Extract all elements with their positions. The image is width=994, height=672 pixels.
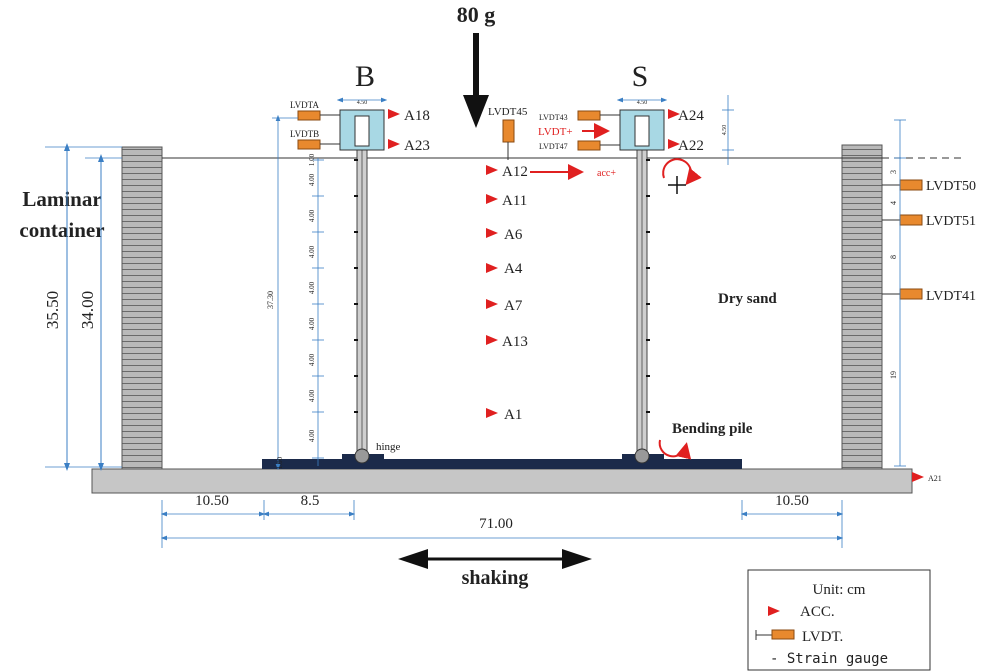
shaking-arrow (398, 549, 592, 569)
lvdt-43-sensor (577, 110, 620, 121)
lvdt-45-sensor (502, 119, 515, 143)
lvdt-50-sensor (882, 179, 923, 191)
legend-box: Unit: cm ACC. LVDT. - Strain gauge (747, 569, 931, 671)
laminar-wall-right (841, 144, 883, 470)
legend-strain-label: - Strain gauge (770, 651, 888, 667)
right-dim-2: 4 (889, 201, 898, 205)
legend-lvdt-label: LVDT. (802, 629, 843, 645)
spacing-label-3: 4.00 (308, 245, 316, 258)
bending-pile-label: Bending pile (672, 421, 753, 437)
lvdt-50-label: LVDT50 (926, 179, 976, 194)
right-dim-1: 3 (889, 170, 898, 174)
legend-acc-icon (768, 606, 780, 616)
cap-width-b: 4.50 (357, 100, 368, 106)
acc-a22-label: A22 (678, 138, 704, 154)
spacing-label-8: 4.00 (308, 429, 316, 442)
lvdt-a-label: LVDTA (290, 100, 319, 110)
acc-a13-marker (486, 335, 498, 345)
acc-a6-marker (486, 228, 498, 238)
pile-s (634, 109, 650, 464)
spacing-label-6: 4.00 (308, 353, 316, 366)
lvdt-47-label: LVDT47 (539, 142, 568, 151)
acc-a21-label: A21 (928, 474, 942, 483)
acc-a1-marker (486, 408, 498, 418)
spacing-label-1: 4.00 (308, 173, 316, 186)
spacing-label-5: 4.00 (308, 317, 316, 330)
rotation-icon (662, 158, 702, 194)
container-label-line1: Laminar (22, 187, 101, 211)
acc-plus-label: acc+ (597, 168, 616, 179)
left-offset-label: 10.50 (195, 493, 229, 509)
lvdt-45-label: LVDT45 (488, 106, 528, 118)
cap-height-label: 4.50 (722, 125, 728, 136)
acc-a12-marker (486, 165, 498, 175)
spacing-label-2: 4.00 (308, 209, 316, 222)
hinge-label: hinge (376, 441, 401, 453)
pile-cap-s (619, 109, 665, 151)
lvdt-47-sensor (577, 140, 620, 151)
base-plate-dark (262, 459, 742, 469)
legend-acc-label: ACC. (800, 604, 835, 620)
laminar-wall-left (121, 146, 163, 470)
right-offset-label: 10.50 (775, 493, 809, 509)
acc-a21-marker (912, 472, 924, 482)
legend-unit: Unit: cm (813, 582, 866, 598)
pile-b (354, 109, 370, 464)
bending-pile-icon (658, 439, 692, 460)
lvdt-51-sensor (882, 214, 923, 226)
acc-a13-label: A13 (502, 334, 528, 350)
height-outer-label: 35.50 (43, 291, 62, 329)
acc-a23-marker (388, 139, 400, 149)
acc-a4-label: A4 (504, 261, 523, 277)
lvdt-a-sensor (297, 110, 340, 121)
acc-a18-marker (388, 109, 400, 119)
acc-a6-label: A6 (504, 227, 523, 243)
height-inner-label: 34.00 (78, 291, 97, 329)
lvdt-41-label: LVDT41 (926, 289, 976, 304)
acc-a7-label: A7 (504, 298, 523, 314)
spacing-label-7: 4.00 (308, 389, 316, 402)
spacing-bottom-label: 1.00 (276, 456, 284, 469)
acc-a11-marker (486, 194, 498, 204)
pile-b-label: B (355, 60, 375, 93)
lvdt-b-sensor (297, 139, 340, 150)
acc-a1-label: A1 (504, 407, 522, 423)
lvdt-plus-label: LVDT+ (538, 126, 573, 138)
spacing-top-label: 1.00 (308, 153, 316, 166)
load-arrow (463, 33, 489, 128)
pile-cap-b (339, 109, 385, 151)
gauge-spacing-dim (312, 158, 324, 466)
acc-a11-label: A11 (502, 193, 527, 209)
cap-width-s: 4.50 (637, 100, 648, 106)
acc-a24-marker (668, 109, 680, 119)
acc-a4-marker (486, 263, 498, 273)
base-plate-ground (91, 468, 913, 494)
lvdt-51-label: LVDT51 (926, 214, 976, 229)
right-dim-3: 8 (889, 255, 898, 259)
acc-a23-label: A23 (404, 138, 430, 154)
acc-a12-label: A12 (502, 164, 528, 180)
acc-a7-marker (486, 299, 498, 309)
acc-a18-label: A18 (404, 108, 430, 124)
legend-lvdt-icon (755, 629, 795, 640)
lvdt-43-label: LVDT43 (539, 113, 568, 122)
pile-s-label: S (632, 60, 649, 93)
load-label: 80 g (457, 2, 496, 27)
pile-length-label: 37.30 (266, 291, 275, 309)
strain-gauges-b (354, 159, 358, 413)
strain-gauges-s (646, 159, 650, 413)
total-width-label: 71.00 (479, 516, 513, 532)
lvdt-b-label: LVDTB (290, 129, 319, 139)
spacing-label-4: 4.00 (308, 281, 316, 294)
shaking-label: shaking (462, 567, 529, 589)
acc-a24-label: A24 (678, 108, 704, 124)
pile-offset-label: 8.5 (301, 493, 320, 509)
lvdt-41-sensor (882, 288, 923, 300)
right-dim-4: 19 (889, 371, 898, 379)
acc-a22-marker (668, 139, 680, 149)
container-label-line2: container (19, 218, 104, 242)
soil-label: Dry sand (718, 291, 777, 307)
